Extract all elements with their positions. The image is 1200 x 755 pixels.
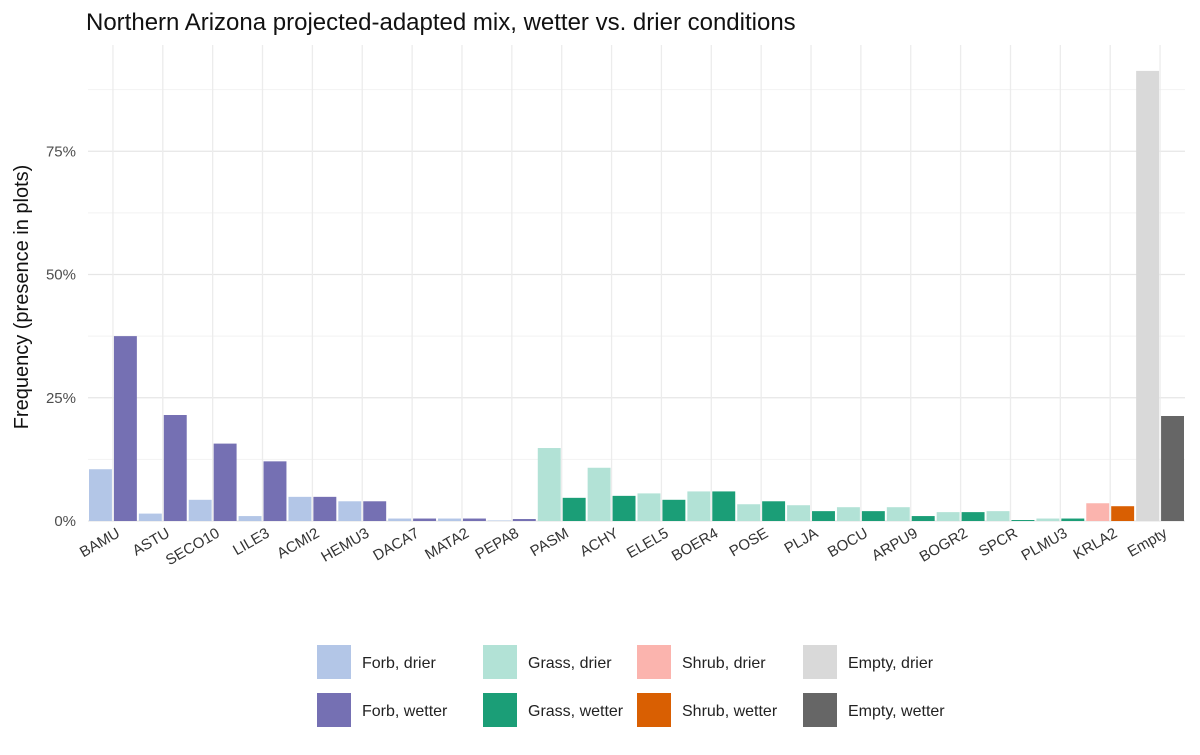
- bar-seco10-drier: [188, 499, 212, 521]
- x-tick-label: BOCU: [825, 525, 871, 561]
- bar-bogr2-drier: [936, 512, 960, 521]
- y-axis-label: Frequency (presence in plots): [11, 165, 33, 430]
- x-tick-label: BOER4: [669, 525, 722, 565]
- bar-daca7-wetter: [413, 518, 437, 521]
- legend-swatch: [637, 645, 671, 679]
- bar-boer4-wetter: [712, 491, 736, 521]
- bar-empty-drier: [1136, 70, 1160, 522]
- bar-spcr-drier: [986, 511, 1010, 521]
- bar-plmu3-drier: [1036, 518, 1060, 521]
- bar-astu-drier: [138, 513, 162, 521]
- legend-label: Shrub, drier: [682, 655, 766, 672]
- bar-empty-wetter: [1161, 415, 1184, 521]
- bar-bocu-wetter: [861, 511, 885, 521]
- bar-achy-wetter: [612, 495, 636, 521]
- bar-mata2-drier: [438, 518, 461, 521]
- legend-label: Empty, drier: [848, 655, 934, 672]
- bar-achy-drier: [587, 467, 611, 521]
- bar-krla2-drier: [1086, 503, 1110, 521]
- x-tick-label: ACMI2: [274, 525, 322, 563]
- bar-bocu-drier: [836, 507, 860, 521]
- bar-acmi2-drier: [288, 496, 312, 521]
- x-tick-label: Empty: [1125, 524, 1171, 560]
- bar-pasm-drier: [537, 448, 561, 521]
- x-tick-label: ACHY: [577, 525, 622, 561]
- bar-pose-drier: [737, 504, 761, 521]
- legend-swatch: [483, 693, 517, 727]
- x-tick-label: HEMU3: [318, 525, 372, 566]
- y-tick-label: 75%: [46, 143, 76, 160]
- bar-hemu3-drier: [338, 501, 362, 521]
- legend-label: Grass, drier: [528, 655, 612, 672]
- bar-bogr2-wetter: [961, 512, 985, 521]
- x-tick-label: LILE3: [230, 525, 272, 559]
- bar-seco10-wetter: [213, 443, 237, 521]
- x-tick-label: PLJA: [781, 525, 821, 558]
- bar-hemu3-wetter: [363, 501, 387, 521]
- legend-label: Forb, wetter: [362, 703, 448, 720]
- bar-plja-drier: [787, 505, 811, 521]
- bar-arpu9-wetter: [911, 516, 935, 521]
- bar-bamu-wetter: [113, 336, 137, 521]
- bar-mata2-wetter: [462, 518, 486, 521]
- x-tick-label: ARPU9: [869, 525, 921, 565]
- bar-pasm-wetter: [562, 497, 586, 521]
- bar-plja-wetter: [812, 511, 835, 521]
- x-tick-label: PLMU3: [1019, 525, 1071, 565]
- bar-arpu9-drier: [886, 507, 910, 521]
- bar-pepa8-wetter: [512, 519, 536, 521]
- bar-lile3-wetter: [263, 461, 287, 521]
- bar-pepa8-drier: [487, 520, 511, 522]
- legend-swatch: [483, 645, 517, 679]
- legend-label: Shrub, wetter: [682, 703, 778, 720]
- legend-label: Grass, wetter: [528, 703, 624, 720]
- bar-daca7-drier: [388, 518, 412, 521]
- bar-acmi2-wetter: [313, 496, 337, 521]
- y-tick-label: 0%: [54, 513, 76, 530]
- bar-krla2-wetter: [1111, 506, 1135, 521]
- bar-boer4-drier: [687, 491, 711, 521]
- legend-label: Empty, wetter: [848, 703, 945, 720]
- x-tick-label: DACA7: [370, 525, 422, 565]
- legend-label: Forb, drier: [362, 655, 436, 672]
- chart-title: Northern Arizona projected-adapted mix, …: [86, 9, 796, 36]
- legend-swatch: [637, 693, 671, 727]
- x-tick-label: POSE: [727, 525, 772, 561]
- x-tick-label: KRLA2: [1071, 525, 1121, 563]
- x-tick-label: ELEL5: [624, 525, 672, 562]
- bar-pose-wetter: [762, 501, 786, 521]
- legend-swatch: [803, 645, 837, 679]
- x-tick-label: SECO10: [163, 525, 223, 569]
- y-tick-label: 50%: [46, 267, 76, 284]
- y-tick-label: 25%: [46, 390, 76, 407]
- x-tick-label: BAMU: [77, 525, 123, 561]
- x-tick-label: BOGR2: [917, 525, 971, 566]
- bar-bamu-drier: [89, 469, 112, 521]
- legend-swatch: [317, 693, 351, 727]
- bar-astu-wetter: [163, 415, 187, 521]
- x-tick-label: PEPA8: [472, 525, 521, 563]
- x-tick-label: MATA2: [422, 525, 472, 564]
- legend-swatch: [803, 693, 837, 727]
- bar-spcr-wetter: [1011, 520, 1035, 521]
- x-tick-label: SPCR: [976, 525, 1021, 561]
- legend-swatch: [317, 645, 351, 679]
- bar-plmu3-wetter: [1061, 518, 1085, 521]
- bar-elel5-drier: [637, 493, 661, 521]
- bar-lile3-drier: [238, 516, 262, 521]
- x-tick-label: PASM: [527, 525, 571, 560]
- bar-elel5-wetter: [662, 499, 686, 521]
